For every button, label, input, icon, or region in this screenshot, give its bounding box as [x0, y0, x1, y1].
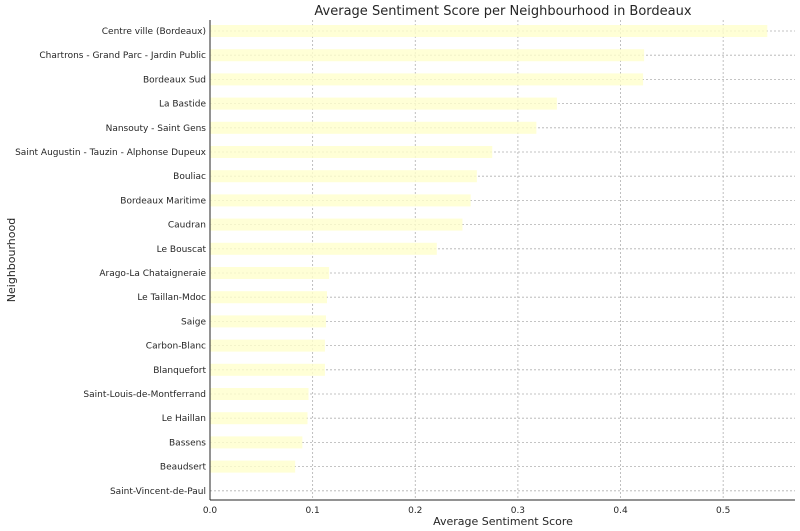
category-label: Le Bouscat — [157, 245, 207, 255]
grid-lines — [210, 20, 795, 500]
bar — [210, 194, 471, 207]
bar — [210, 170, 477, 183]
category-label: Beaudsert — [160, 463, 207, 473]
category-label: Saige — [181, 317, 206, 327]
category-label: Saint Augustin - Tauzin - Alphonse Dupeu… — [15, 148, 207, 158]
bar — [210, 25, 768, 37]
bar — [210, 339, 325, 352]
x-tick-label: 0.5 — [716, 506, 730, 516]
category-label: Centre ville (Bordeaux) — [102, 27, 206, 37]
bar — [210, 218, 463, 231]
bar — [210, 315, 326, 328]
y-axis-label: Neighbourhood — [5, 218, 18, 302]
bar — [210, 388, 309, 400]
bar — [210, 49, 645, 62]
x-tick-label: 0.2 — [408, 506, 422, 516]
x-tick-label: 0.1 — [305, 506, 319, 516]
category-label: La Bastide — [159, 100, 207, 110]
category-label: Chartrons - Grand Parc - Jardin Public — [39, 51, 206, 61]
bar — [210, 412, 308, 425]
bar — [210, 460, 296, 473]
category-label: Saint-Louis-de-Montferrand — [83, 390, 206, 400]
bar — [210, 97, 557, 110]
category-label: Saint-Vincent-de-Paul — [110, 487, 206, 497]
category-label: Bassens — [169, 438, 206, 448]
category-labels: Centre ville (Bordeaux) Chartrons - Grand… — [15, 27, 207, 497]
category-label: Bouliac — [173, 172, 206, 182]
bar — [210, 267, 330, 279]
category-label: Blanquefort — [153, 366, 206, 376]
chart-title: Average Sentiment Score per Neighbourhoo… — [314, 4, 691, 19]
category-label: Bordeaux Maritime — [120, 196, 206, 206]
bars — [210, 25, 768, 473]
category-label: Le Haillan — [162, 414, 206, 424]
bar — [210, 363, 325, 376]
bar — [210, 436, 303, 449]
x-tick-label: 0.3 — [511, 506, 525, 516]
bar — [210, 291, 327, 304]
x-tick-labels: 0.0 0.1 0.2 0.3 0.4 0.5 — [203, 506, 730, 516]
bar — [210, 73, 644, 86]
category-label: Le Taillan-Mdoc — [137, 293, 206, 303]
category-label: Caudran — [168, 221, 206, 231]
x-tick-label: 0.0 — [203, 506, 218, 516]
category-label: Nansouty - Saint Gens — [106, 124, 207, 134]
axes — [209, 20, 795, 501]
x-tick-label: 0.4 — [613, 506, 628, 516]
x-axis-label: Average Sentiment Score — [433, 515, 573, 528]
bar — [210, 121, 537, 134]
category-label: Arago-La Chataigneraie — [99, 269, 206, 279]
bar — [210, 146, 493, 158]
category-label: Carbon-Blanc — [146, 342, 206, 352]
category-label: Bordeaux Sud — [143, 75, 206, 85]
bar — [210, 242, 437, 255]
